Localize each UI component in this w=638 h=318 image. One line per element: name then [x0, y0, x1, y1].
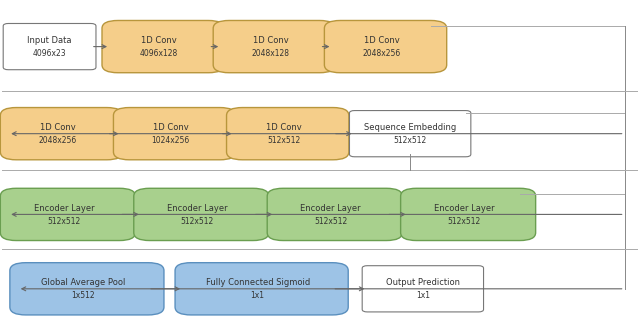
Text: 512x512: 512x512	[447, 217, 481, 226]
Text: 1x512: 1x512	[71, 291, 95, 300]
Text: Input Data: Input Data	[27, 36, 72, 45]
FancyBboxPatch shape	[3, 24, 96, 70]
Text: Output Prediction: Output Prediction	[386, 278, 460, 287]
Text: 512x512: 512x512	[267, 136, 300, 145]
FancyBboxPatch shape	[134, 188, 269, 240]
Text: Encoder Layer: Encoder Layer	[167, 204, 228, 212]
Text: 512x512: 512x512	[394, 136, 427, 145]
FancyBboxPatch shape	[324, 20, 447, 73]
Text: 1D Conv: 1D Conv	[253, 36, 288, 45]
FancyBboxPatch shape	[362, 266, 484, 312]
FancyBboxPatch shape	[267, 188, 402, 240]
FancyBboxPatch shape	[350, 111, 471, 157]
FancyBboxPatch shape	[102, 20, 225, 73]
FancyBboxPatch shape	[114, 107, 236, 160]
Text: 4096x128: 4096x128	[140, 49, 178, 58]
Text: 512x512: 512x512	[47, 217, 80, 226]
FancyBboxPatch shape	[175, 263, 348, 315]
Text: 512x512: 512x512	[314, 217, 347, 226]
Text: Global Average Pool: Global Average Pool	[41, 278, 125, 287]
Text: Encoder Layer: Encoder Layer	[34, 204, 94, 212]
Text: 1x1: 1x1	[416, 291, 430, 300]
FancyBboxPatch shape	[1, 188, 135, 240]
Text: Encoder Layer: Encoder Layer	[434, 204, 494, 212]
Text: 1D Conv: 1D Conv	[152, 123, 188, 132]
FancyBboxPatch shape	[401, 188, 536, 240]
Text: 1D Conv: 1D Conv	[141, 36, 177, 45]
Text: 1D Conv: 1D Conv	[40, 123, 75, 132]
FancyBboxPatch shape	[226, 107, 349, 160]
Text: 1D Conv: 1D Conv	[364, 36, 399, 45]
Text: 2048x256: 2048x256	[38, 136, 77, 145]
FancyBboxPatch shape	[1, 107, 122, 160]
Text: 1024x256: 1024x256	[151, 136, 189, 145]
FancyBboxPatch shape	[213, 20, 336, 73]
Text: Fully Connected Sigmoid: Fully Connected Sigmoid	[205, 278, 310, 287]
Text: 2048x256: 2048x256	[362, 49, 401, 58]
Text: 512x512: 512x512	[181, 217, 214, 226]
Text: Sequence Embedding: Sequence Embedding	[364, 123, 456, 132]
Text: 1x1: 1x1	[251, 291, 265, 300]
Text: 1D Conv: 1D Conv	[266, 123, 302, 132]
FancyBboxPatch shape	[10, 263, 164, 315]
Text: 2048x128: 2048x128	[251, 49, 290, 58]
Text: Encoder Layer: Encoder Layer	[300, 204, 361, 212]
Text: 4096x23: 4096x23	[33, 49, 66, 58]
